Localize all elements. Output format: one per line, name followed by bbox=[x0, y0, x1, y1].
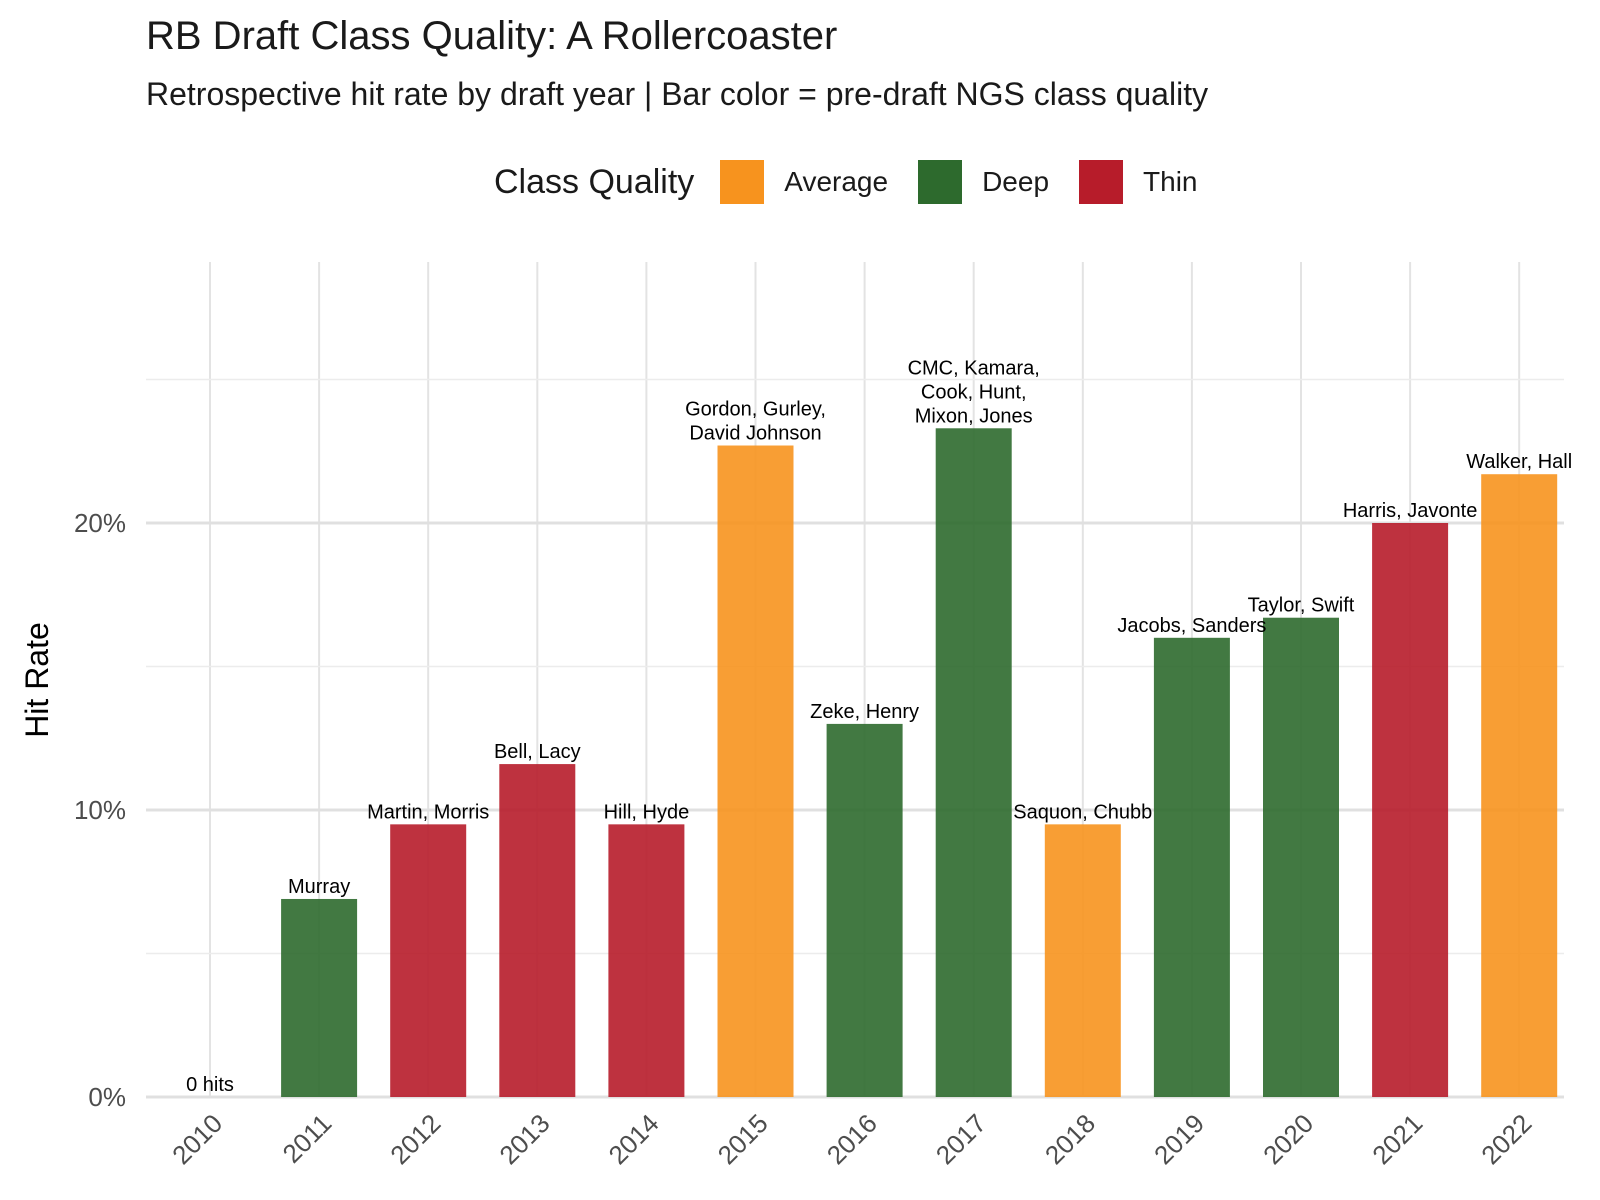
bar-2015 bbox=[717, 445, 794, 1097]
x-tick-label: 2014 bbox=[603, 1108, 665, 1170]
bar-2012 bbox=[390, 824, 467, 1097]
bars bbox=[281, 428, 1558, 1098]
bar-label-2017: CMC, Kamara, Cook, Hunt, Mixon, Jones bbox=[908, 357, 1040, 427]
bar-label-2010: 0 hits bbox=[186, 1074, 234, 1096]
bar-labels: 0 hits Murray Martin, Morris Bell, Lacy Hill… bbox=[186, 357, 1572, 1096]
bar-label-2013: Bell, Lacy bbox=[494, 741, 581, 763]
bar-label-2014: Hill, Hyde bbox=[604, 801, 690, 823]
x-tick-label: 2018 bbox=[1039, 1108, 1101, 1170]
x-axis-ticks: 2010 2011 2012 2013 2014 2015 2016 2017 2018 2019… bbox=[166, 1108, 1537, 1170]
x-tick-label: 2022 bbox=[1475, 1108, 1537, 1170]
bar-label-2019: Jacobs, Sanders bbox=[1117, 615, 1266, 637]
legend-title: Class Quality bbox=[494, 162, 695, 201]
legend-item-thin: Thin bbox=[1079, 160, 1203, 204]
legend-swatch-average bbox=[720, 160, 765, 204]
bar-2021 bbox=[1372, 523, 1449, 1097]
y-tick-label: 20% bbox=[74, 508, 126, 538]
bar-label-2020: Taylor, Swift bbox=[1248, 595, 1355, 617]
y-axis-ticks: 0% 10% 20% bbox=[74, 508, 126, 1112]
x-tick-label: 2010 bbox=[166, 1108, 228, 1170]
x-tick-label: 2021 bbox=[1366, 1108, 1428, 1170]
x-tick-label: 2017 bbox=[930, 1108, 992, 1170]
legend-item-deep: Deep bbox=[918, 160, 1055, 204]
bar-label-2018: Saquon, Chubb bbox=[1013, 801, 1152, 823]
chart-title: RB Draft Class Quality: A Rollercoaster bbox=[146, 14, 838, 58]
bar-label-2012: Martin, Morris bbox=[367, 801, 489, 823]
legend: Class Quality Average Deep Thin bbox=[494, 160, 1227, 204]
legend-label-average: Average bbox=[784, 166, 889, 197]
bar-label-2022: Walker, Hall bbox=[1466, 451, 1572, 473]
x-tick-label: 2013 bbox=[493, 1108, 555, 1170]
x-tick-label: 2011 bbox=[277, 1108, 338, 1169]
bar-2016 bbox=[826, 723, 903, 1097]
bar-2022 bbox=[1481, 474, 1558, 1098]
legend-label-thin: Thin bbox=[1143, 166, 1198, 197]
legend-swatch-deep bbox=[918, 160, 963, 204]
legend-label-deep: Deep bbox=[982, 166, 1050, 197]
legend-swatch-thin bbox=[1079, 160, 1124, 204]
x-tick-label: 2016 bbox=[821, 1108, 883, 1170]
x-tick-label: 2020 bbox=[1257, 1108, 1319, 1170]
bar-2017 bbox=[935, 428, 1012, 1097]
x-tick-label: 2012 bbox=[384, 1108, 446, 1170]
bar-2020 bbox=[1263, 617, 1339, 1097]
bar-2019 bbox=[1153, 637, 1230, 1097]
bar-2014 bbox=[608, 824, 685, 1097]
x-tick-label: 2019 bbox=[1148, 1108, 1210, 1170]
y-tick-label: 10% bbox=[74, 795, 126, 825]
bar-label-2016: Zeke, Henry bbox=[810, 701, 919, 723]
chart-subtitle: Retrospective hit rate by draft year | B… bbox=[146, 76, 1209, 112]
y-axis-label: Hit Rate bbox=[19, 622, 55, 738]
bar-2011 bbox=[281, 898, 358, 1097]
y-tick-label: 0% bbox=[88, 1082, 126, 1112]
bar-label-2015: Gordon, Gurley, David Johnson bbox=[685, 399, 826, 445]
legend-item-average: Average bbox=[720, 160, 894, 204]
bar-label-2011: Murray bbox=[288, 876, 350, 898]
x-tick-label: 2015 bbox=[712, 1108, 774, 1170]
bar-2018 bbox=[1044, 824, 1121, 1097]
bar-label-2021: Harris, Javonte bbox=[1343, 500, 1478, 522]
bar-2013 bbox=[499, 764, 576, 1097]
